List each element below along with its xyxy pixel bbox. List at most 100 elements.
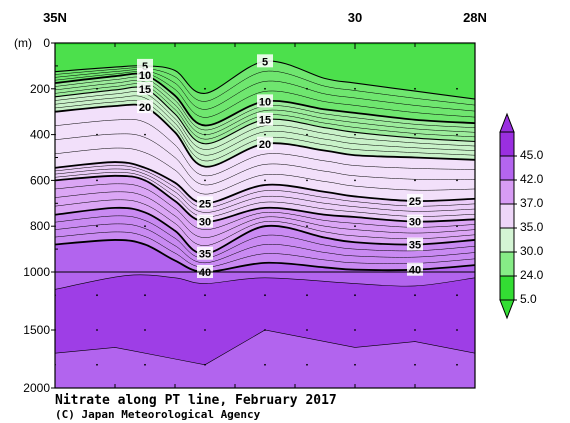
station-sample-dot [456,87,458,90]
contour-minor-5-3 [55,71,475,118]
contour-label-text: 25 [199,198,211,210]
contour-label-bg [137,100,153,114]
station-sample-dot [414,363,416,366]
colorbar-segment [499,131,515,157]
station-sample-dot [96,294,98,297]
contour-line-40 [55,239,475,273]
colorbar-label: 42.0 [520,172,544,186]
contour-label-text: 10 [139,70,151,82]
contour-label: 25 [407,194,423,208]
contour-minor-25-1 [55,165,475,209]
contour-label: 35 [407,237,423,252]
x-tick-label: 35N [43,10,67,25]
contour-label-text: 20 [259,139,271,151]
contour-label-bg [197,214,213,228]
station-sample-dot [354,329,356,331]
chart-title: Nitrate along PT line, February 2017 [55,393,337,408]
contour-label: 5 [257,54,273,68]
contour-label-text: 5 [262,56,268,68]
contour-minor-25-3 [55,172,475,218]
contour-minor-30-3 [55,199,475,246]
contour-label-bg [407,194,423,208]
station-sample-dot [414,329,416,331]
station-sample-dot [96,179,98,182]
colorbar-legend: 45.0 42.0 37.0 35.0 30.0 24.0 5.0 [499,112,544,320]
contour-minor-15-1 [55,91,475,150]
station-sample-dot [96,329,98,331]
contour-label-bg [407,237,423,251]
y-unit-label: (m) [14,36,32,50]
contour-label: 35 [197,246,213,261]
colorbar-label: 30.0 [520,244,544,258]
contour-label-text: 25 [409,196,421,208]
contour-label: 20 [137,100,153,114]
station-sample-dot [354,179,356,182]
colorbar-segment [499,179,515,205]
station-sample-dot [414,294,416,297]
contour-label: 40 [407,262,423,277]
colorbar-label: 5.0 [520,292,537,306]
axis-layer: 35N 30 28N (m) 0 200 400 600 800 1000 1500 2000 [14,10,487,395]
contour-label: 20 [257,136,273,151]
contour-line-30 [55,174,475,223]
contour-minor-35-1 [55,215,475,259]
contour-label-text: 10 [259,96,271,108]
y-tick-label: 0 [43,36,50,50]
station-sample-dot [306,179,308,182]
contour-minor-30-2 [55,191,475,238]
contour-label-text: 20 [139,102,151,114]
contour-line-15 [55,86,475,145]
station-sample-dot [264,179,266,182]
colorbar-label: 37.0 [520,196,544,210]
contour-label: 15 [137,81,153,96]
contour-minor-15-2 [55,95,475,156]
contour-line-10 [55,72,475,127]
contour-line-35 [55,206,475,255]
contour-label-text: 35 [409,240,421,252]
contour-label: 25 [197,196,213,210]
contour-label-text: 40 [409,265,421,277]
y-tick-label: 1500 [23,323,50,337]
contour-line-20 [55,103,475,168]
station-sample-dot [306,294,308,297]
contour-label-bg [407,214,423,228]
station-sample-dot [204,329,206,331]
station-sample-dot [414,87,416,90]
station-sample-dot [306,329,308,331]
station-sample-dot [264,294,266,297]
station-sample-dot [414,179,416,182]
station-sample-dot [456,133,458,136]
station-sample-dot [306,225,308,228]
contour-minor-20-2 [55,133,475,186]
y-tick-label: 200 [30,82,50,96]
colorbar-label: 35.0 [520,220,544,234]
contour-label: 10 [137,68,153,82]
contour-label-text: 5 [142,61,148,73]
station-sample-dot [204,179,206,182]
contour-label: 30 [407,214,423,229]
station-sample-dot [144,294,146,297]
station-sample-dot [354,133,356,136]
plot-frame [54,42,476,389]
contour-minor-30-1 [55,183,475,230]
contour-label-bg [257,54,273,68]
contour-label: 15 [257,112,273,127]
station-sample-dot [204,363,206,366]
contour-label-text: 35 [199,249,211,261]
colorbar-label: 24.0 [520,268,544,282]
station-sample-dot [456,363,458,366]
station-sample-dot [204,87,206,90]
station-sample-dot [456,179,458,182]
fill-deep-core [55,274,475,366]
contour-minor-10-1 [55,76,475,131]
colorbar-segment [499,227,515,253]
station-sample-dot [144,225,146,228]
station-sample-dot [144,363,146,366]
fill-surface [55,43,475,45]
station-sample-dot [264,329,266,331]
contour-label-bg [257,94,273,108]
credit-text: (C) Japan Meteorological Agency [55,408,261,421]
contour-line-5 [55,60,475,100]
